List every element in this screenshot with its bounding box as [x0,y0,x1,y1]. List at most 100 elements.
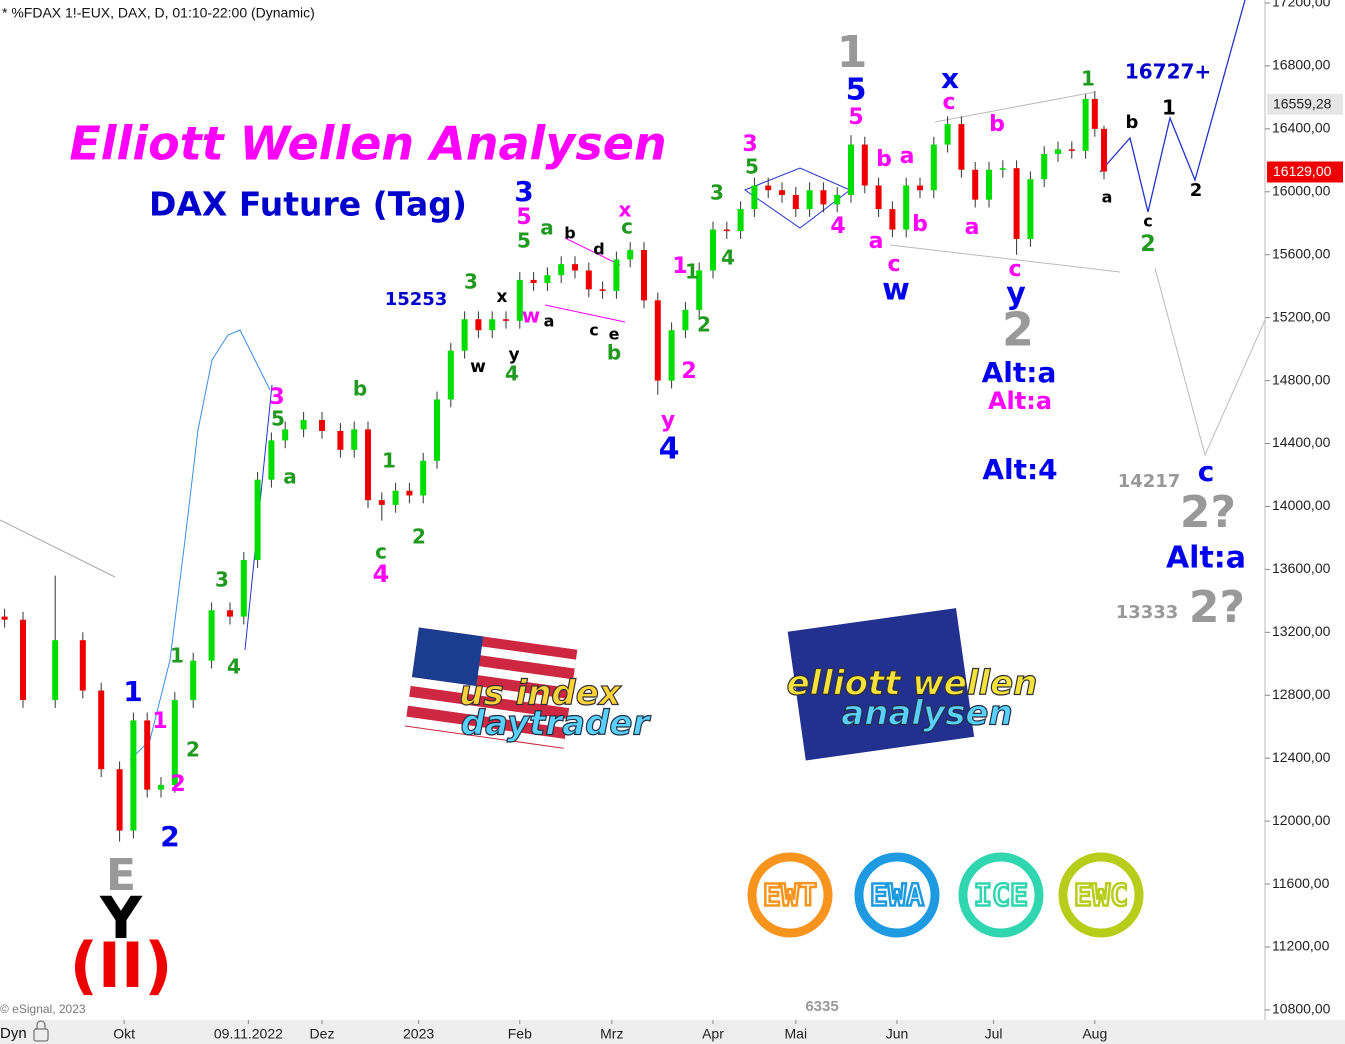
candle-body [516,279,523,321]
y-tick-label: 13200,00 [1272,623,1331,639]
candle-body [806,190,813,210]
candle-body [98,690,105,770]
wave-label: 2 [681,359,696,384]
wave-label: b [353,377,367,401]
candle-body [300,419,307,430]
candle-body [585,270,592,290]
wave-label: a [965,215,980,240]
wave-label: a [1102,188,1113,207]
candle-body [723,229,730,232]
wave-label: Alt:a [988,387,1052,415]
chart-title: Elliott Wellen Analysen [69,117,666,171]
wave-label: (II) [70,929,173,1002]
wave-label: b [607,341,621,365]
candle-body [544,275,551,284]
candle-body [944,124,951,145]
badge-label: EWT [763,879,817,914]
candle-body [572,264,578,271]
candle-body [930,144,937,191]
candle-body [696,270,703,310]
wave-label: e [609,325,620,344]
y-tick-label: 17200,00 [1272,0,1331,10]
x-tick-label: Aug [1082,1026,1107,1042]
wave-label: d [593,240,604,259]
candle-body [475,319,482,331]
candle-body [792,194,799,210]
candle-body [52,640,59,700]
candle-body [558,264,565,276]
candle-body [144,720,151,790]
candle-body [751,185,758,210]
x-tick-label: Mrz [600,1026,623,1042]
wave-label: 2 [1190,180,1203,201]
logo-line2: daytrader [461,704,652,744]
y-tick-label: 14000,00 [1272,497,1331,513]
candle-body [365,429,371,501]
wave-label: 5 [745,155,759,179]
badge-ring [958,852,1044,938]
candle-body [737,209,744,232]
candle-body [1055,149,1061,155]
badge-ring [747,852,833,938]
trendline [934,91,1096,123]
time-axis-panel [0,1020,1345,1044]
wave-label: 2 [170,772,185,797]
wave-label: 1 [1081,67,1095,91]
y-tick-label: 12000,00 [1272,812,1331,828]
wave-label: 2 [1002,303,1034,357]
wave-label: c [375,540,387,564]
x-tick-label: Jun [886,1026,909,1042]
wave-label: a [869,229,884,254]
wave-label: 1 [837,27,868,78]
wave-label: 5 [848,105,863,130]
x-tick-label: Okt [113,1026,135,1042]
candle-body [378,500,385,505]
wave-label: 16727+ [1125,60,1211,84]
candle-body [351,429,358,450]
source: © eSignal, 2023 [0,1002,86,1016]
y-tick-label: 16000,00 [1272,182,1331,198]
wave-label: 3 [269,385,284,410]
wave-label: 1 [382,449,396,473]
candle-body [190,660,197,700]
x-tick-label: Apr [702,1026,724,1042]
trendlines [0,0,1266,761]
y-tick-label: 15600,00 [1272,245,1331,261]
wave-label: 2 [160,820,179,853]
badge-label: EWA [870,879,924,914]
candle-body [613,259,620,291]
candle-body [861,144,868,186]
badge-ring [1058,852,1144,938]
candle-body [848,144,854,195]
candle-body [503,319,509,321]
wave-label: 2 [186,738,200,762]
candle-body [1101,128,1107,172]
candle-body [599,289,606,291]
wave-label: 5 [846,73,867,108]
wave-label: 2 [412,525,426,549]
wave-label: 2 [697,313,711,337]
candle-body [1,616,8,620]
candle-body [319,419,325,431]
y-tick-label: 13600,00 [1272,560,1331,576]
candle-body [406,490,413,496]
candle-body [903,185,910,230]
wave-label: 5 [517,229,531,253]
wave-label: 1 [123,675,142,708]
logo-line1: elliott wellen [787,664,1038,704]
candle-body [461,319,468,351]
wave-label: x [941,62,959,95]
price-tag [1267,161,1343,183]
wave-label: 2? [1189,582,1245,633]
wave-label: 4 [373,560,390,588]
wave-label: a [283,465,297,489]
candle-body [447,350,454,400]
wave-label: 5 [271,407,285,431]
wave-label: 1 [1162,96,1176,120]
wave-label: 1 [152,709,167,734]
candle-body [79,640,86,691]
wave-label: a [540,216,554,240]
wave-label: y [1006,277,1026,312]
y-tick-label: 16400,00 [1272,120,1331,136]
price-tag-label: 16129,00 [1273,163,1332,179]
